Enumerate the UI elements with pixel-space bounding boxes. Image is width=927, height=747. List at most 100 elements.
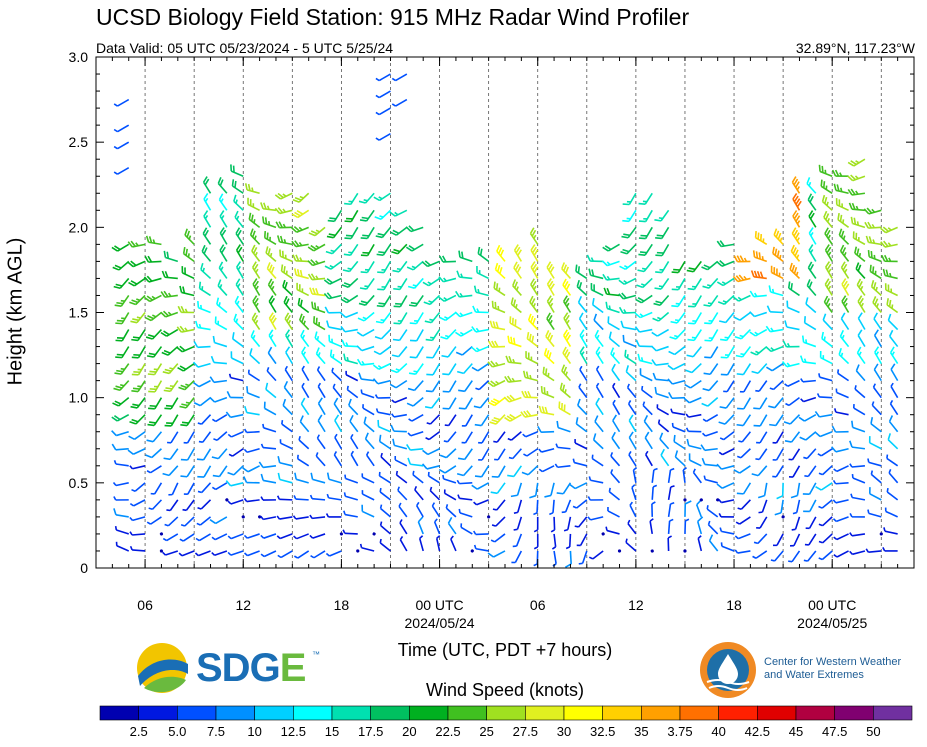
wind-barb (855, 364, 866, 382)
barb-full-feather (147, 334, 155, 338)
barb-full-feather (378, 302, 386, 305)
wind-barb (164, 516, 179, 527)
wind-barb (849, 550, 866, 556)
wind-barb (559, 382, 571, 399)
barb-staff (557, 465, 571, 469)
wind-barb (841, 278, 850, 296)
wind-barb (635, 339, 653, 348)
barb-full-feather (839, 244, 845, 252)
barb-full-feather (115, 356, 122, 359)
barb-full-feather (512, 279, 517, 287)
barb-full-feather (704, 322, 711, 325)
barb-full-feather (116, 319, 124, 322)
barb-full-feather (686, 354, 694, 358)
wind-barb (317, 382, 326, 399)
barb-staff (591, 457, 604, 467)
wind-barb (148, 499, 163, 511)
barb-half-feather (588, 556, 594, 560)
barb-half-feather (851, 473, 854, 479)
barb-full-feather (299, 269, 303, 277)
barb-staff (628, 454, 637, 467)
barb-half-feather (796, 237, 800, 242)
barb-full-feather (438, 296, 445, 302)
barb-full-feather (179, 405, 187, 409)
barb-half-feather (818, 523, 823, 527)
barb-half-feather (629, 501, 634, 506)
barb-staff (119, 277, 130, 289)
barb-full-feather (637, 297, 645, 302)
barb-full-feather (456, 472, 464, 477)
barb-full-feather (391, 354, 399, 358)
wind-barb (268, 329, 277, 347)
barb-full-feather (144, 316, 152, 322)
barb-staff (789, 414, 801, 425)
barb-half-feather (511, 561, 516, 564)
barb-full-feather (873, 363, 879, 371)
barb-staff (886, 491, 899, 501)
calm-dot (159, 549, 164, 553)
barb-staff (460, 526, 473, 535)
wind-barb (309, 533, 326, 539)
barb-staff (217, 448, 228, 460)
barb-staff (792, 465, 801, 478)
barb-staff (610, 472, 621, 484)
wind-barb (870, 280, 882, 297)
barb-staff (835, 411, 849, 416)
barb-staff (671, 396, 685, 400)
wind-barb (538, 447, 555, 453)
wind-barb (356, 328, 375, 337)
barb-half-feather (429, 318, 434, 322)
barb-staff (251, 318, 261, 330)
wind-barb (635, 294, 653, 304)
barb-full-feather (113, 415, 121, 421)
wind-barb (507, 335, 522, 348)
barb-full-feather (814, 410, 821, 418)
wind-barb (177, 362, 195, 372)
barb-half-feather (515, 286, 519, 291)
barb-full-feather (777, 232, 782, 240)
barb-full-feather (825, 298, 830, 305)
barb-full-feather (701, 402, 709, 407)
barb-full-feather (656, 234, 664, 237)
barb-full-feather (202, 227, 208, 234)
barb-full-feather (718, 421, 726, 425)
barb-full-feather (671, 305, 679, 308)
barb-half-feather (169, 367, 174, 370)
wind-barb (276, 235, 293, 246)
wind-barb (408, 363, 424, 375)
barb-full-feather (791, 176, 797, 183)
barb-staff (365, 209, 375, 222)
wind-barb (655, 243, 670, 257)
barb-full-feather (621, 292, 627, 299)
wind-barb (556, 482, 572, 495)
wind-barb (299, 415, 310, 433)
barb-half-feather (818, 557, 823, 561)
wind-barb (317, 414, 326, 433)
barb-full-feather (294, 211, 301, 217)
barb-full-feather (543, 348, 548, 355)
barb-staff (581, 550, 588, 564)
barb-full-feather (130, 320, 138, 324)
barb-full-feather (310, 244, 317, 250)
wind-barb (756, 431, 768, 444)
barb-full-feather (203, 193, 209, 200)
barb-full-feather (247, 183, 251, 191)
barb-full-feather (296, 282, 298, 290)
barb-staff (808, 533, 817, 546)
wind-barb (507, 431, 522, 441)
wind-barb (789, 533, 801, 547)
barb-staff (347, 277, 359, 288)
wind-barb (887, 433, 899, 450)
wind-barb (716, 482, 735, 489)
barb-full-feather (262, 216, 265, 224)
wind-barb (685, 413, 702, 418)
barb-staff (332, 226, 343, 239)
wind-barb (833, 408, 849, 416)
wind-barb (292, 515, 309, 520)
colorbar-label: 7.5 (207, 724, 225, 739)
colorbar-swatch (757, 705, 797, 721)
wind-barb (405, 225, 424, 233)
wind-barb (645, 450, 653, 467)
barb-staff (651, 486, 654, 500)
barb-full-feather (247, 197, 249, 205)
